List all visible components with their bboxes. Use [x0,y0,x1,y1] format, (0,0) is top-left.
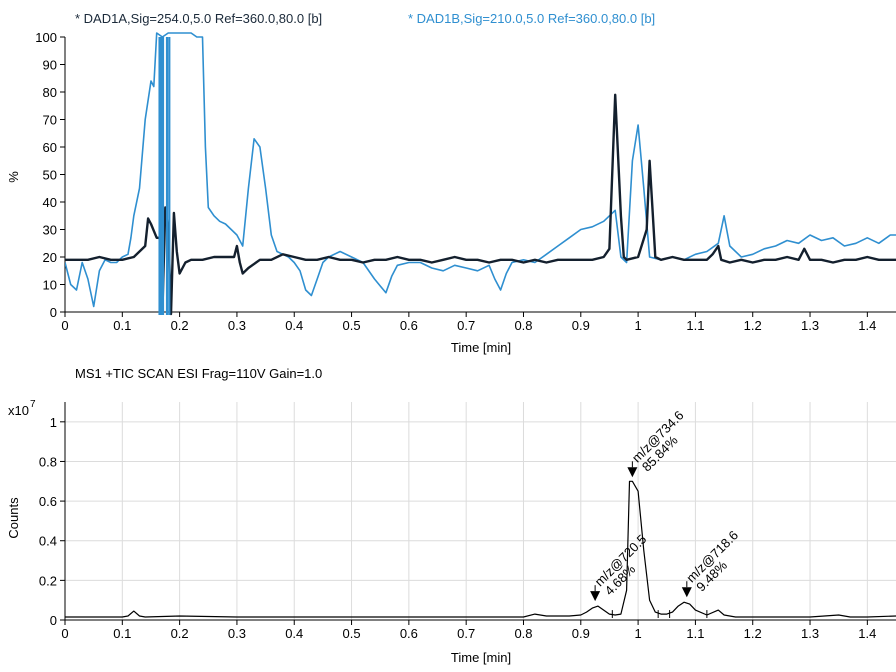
ms-x-tick-label: 1.1 [686,626,704,641]
dad-panel: * DAD1A,Sig=254.0,5.0 Ref=360.0,80.0 [b]… [6,11,896,355]
dad-y-tick-label: 80 [43,85,57,100]
dad-y-tick-label: 70 [43,113,57,128]
ms-x-tick-label: 1.2 [744,626,762,641]
dad-y-tick-label: 60 [43,140,57,155]
dad-y-tick-label: 0 [50,305,57,320]
ms-x-tick-label: 0.9 [572,626,590,641]
ms-series [65,480,896,618]
dad-x-tick-label: 0 [61,318,68,333]
dad-y-tick-label: 50 [43,168,57,183]
dad-y-tick-label: 40 [43,195,57,210]
ms-annotations: m/z@720.54.68%m/z@734.685.84%m/z@718.69.… [590,408,741,602]
ms-y-tick-label: 0.6 [39,494,57,509]
ms-y-tick-label: 0.2 [39,573,57,588]
dad-y-tick-label: 20 [43,250,57,265]
ms-x-axis-label: Time [min] [451,650,511,665]
dad-x-tick-label: 1.4 [858,318,876,333]
ms-x-tick-label: 1.3 [801,626,819,641]
dad-x-tick-label: 0.4 [285,318,303,333]
ms-multiplier-base: x10 [8,403,29,418]
ms-peak-marker-2 [681,587,692,598]
dad-x-tick-label: 0.2 [171,318,189,333]
dad-series [65,32,896,316]
dad-x-tick-label: 0.6 [400,318,418,333]
ms-x-tick-label: 0.7 [457,626,475,641]
dad-x-tick-label: 1.3 [801,318,819,333]
ms-x-tick-label: 0 [61,626,68,641]
ms-y-tick-label: 0.4 [39,534,57,549]
dad-x-tick-label: 1.2 [744,318,762,333]
ms-y-tick-label: 0 [50,613,57,628]
ms-y-axis-label: Counts [6,497,21,539]
dad-y-tick-label: 10 [43,278,57,293]
ms-grid [64,402,896,621]
dad-x-tick-label: 0.3 [228,318,246,333]
ms-axes: 0 0.1 0.2 0.3 0.4 0.5 0.6 0.7 0.8 0.9 1 1.1 1.2 1.3 1.… [39,402,896,641]
ms-x-tick-label: 0.2 [171,626,189,641]
ms-x-tick-label: 0.8 [514,626,532,641]
ms-title: MS1 +TIC SCAN ESI Frag=110V Gain=1.0 [75,366,322,381]
ms-x-tick-label: 1.4 [858,626,876,641]
dad-x-tick-label: 0.8 [514,318,532,333]
dad-x-tick-label: 0.9 [572,318,590,333]
dad-x-tick-label: 0.5 [343,318,361,333]
dad-y-tick-label: 30 [43,223,57,238]
dad-series-line-0 [65,32,896,308]
dad-y-tick-label: 100 [35,30,57,45]
ms-peak-marker-0 [590,591,601,602]
ms-x-tick-label: 0.3 [228,626,246,641]
ms-x-tick-label: 0.6 [400,626,418,641]
ms-y-tick-label: 1 [50,415,57,430]
dad1b-header: * DAD1B,Sig=210.0,5.0 Ref=360.0,80.0 [b] [408,11,655,26]
ms-x-tick-label: 0.4 [285,626,303,641]
ms-x-tick-label: 0.5 [343,626,361,641]
dad-x-tick-label: 0.1 [113,318,131,333]
ms-x-tick-label: 1 [634,626,641,641]
ms-multiplier-exp: 7 [30,399,36,410]
dad-x-axis-label: Time [min] [451,340,511,355]
ms-x-tick-label: 0.1 [113,626,131,641]
dad-x-tick-label: 1 [634,318,641,333]
dad-axes: 0 0.1 0.2 0.3 0.4 0.5 0.6 0.7 0.8 0.9 1 1.1 1.2 1.3 1.… [35,30,896,333]
ms-y-tick-label: 0.8 [39,454,57,469]
ms-panel: MS1 +TIC SCAN ESI Frag=110V Gain=1.0 x10… [6,366,896,665]
dad-y-tick-label: 90 [43,58,57,73]
dad-series-line-1 [65,93,896,316]
dad-y-axis-label: % [6,171,21,183]
dad-x-tick-label: 0.7 [457,318,475,333]
dad1a-header: * DAD1A,Sig=254.0,5.0 Ref=360.0,80.0 [b] [75,11,322,26]
dad-x-tick-label: 1.1 [686,318,704,333]
ms-peak-marker-1 [627,467,638,478]
ms-series-line-0 [65,480,896,618]
